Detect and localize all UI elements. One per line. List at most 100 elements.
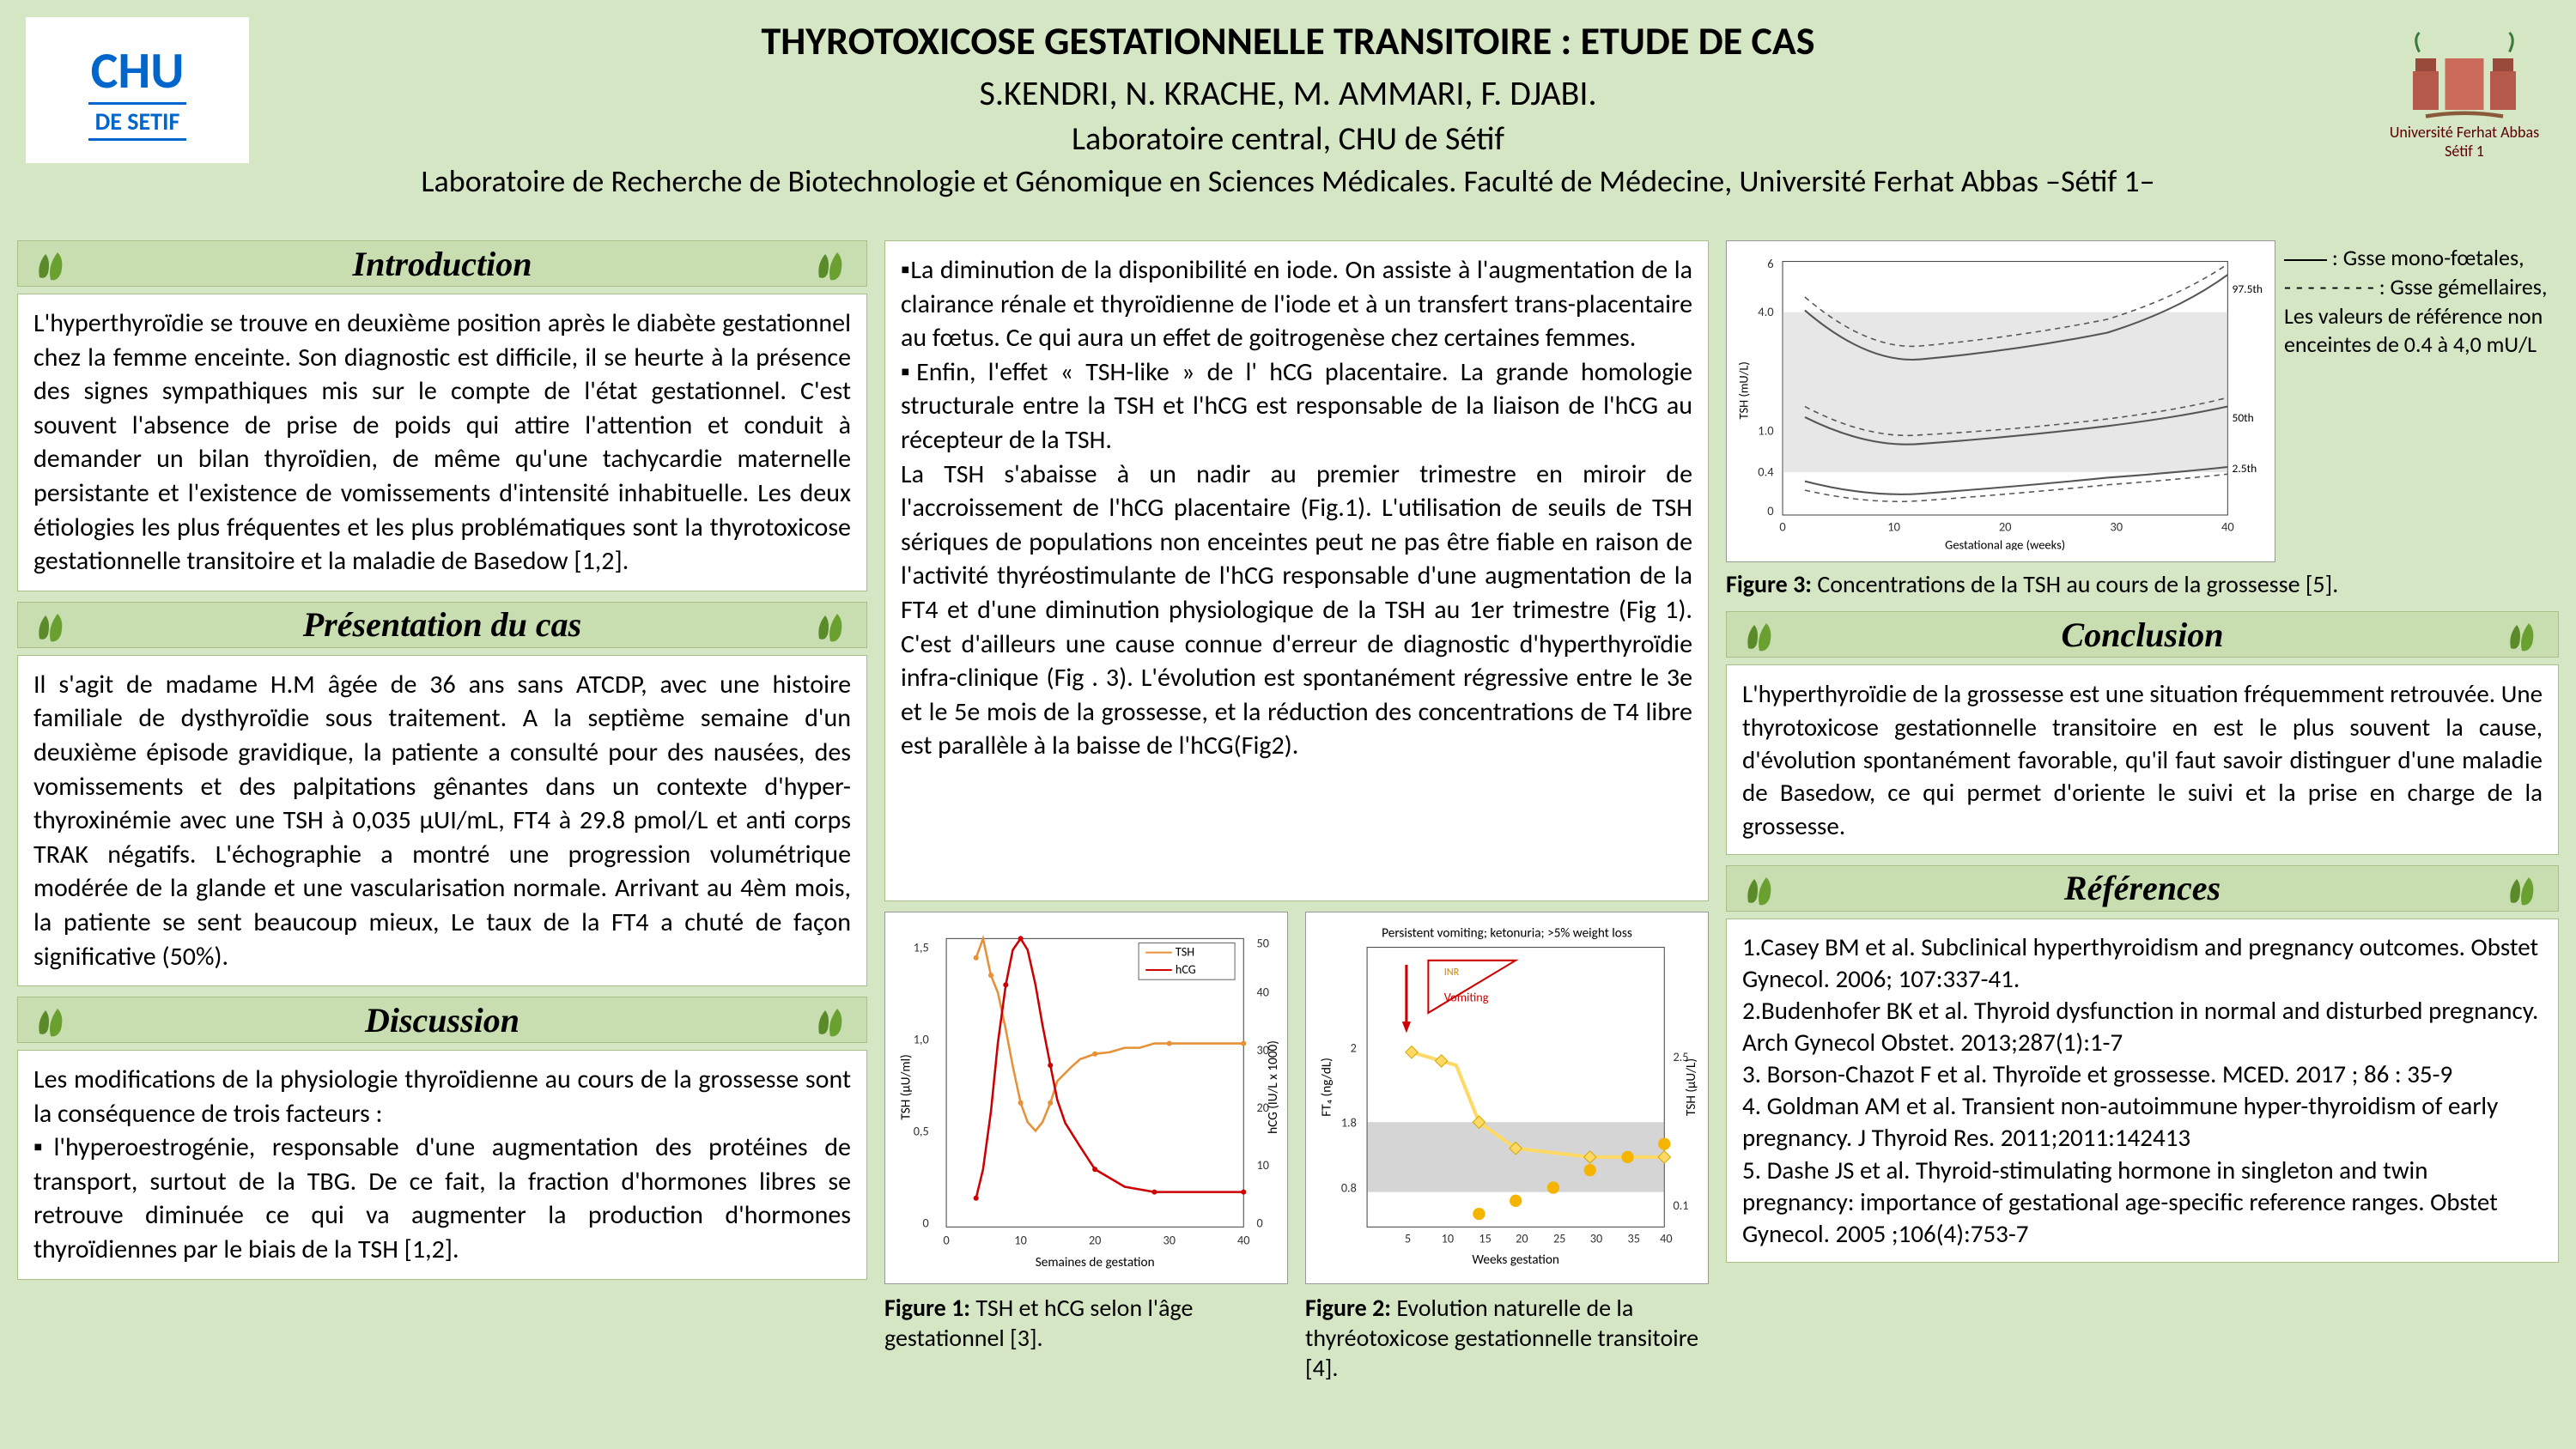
leaf-icon: [2506, 872, 2541, 906]
figure-3-box: 0 0.4 1.0 4.0 6 0 10 20 30 40 Gestationa…: [1726, 240, 2275, 562]
university-crest-icon: [2400, 20, 2529, 123]
svg-text:2: 2: [1351, 1040, 1357, 1056]
svg-text:1.0: 1.0: [1758, 423, 1773, 439]
svg-text:10: 10: [1014, 1233, 1026, 1248]
svg-text:0: 0: [922, 1215, 928, 1230]
svg-text:20: 20: [1999, 519, 2012, 535]
svg-text:2.5th: 2.5th: [2233, 461, 2257, 476]
svg-text:10: 10: [1442, 1231, 1454, 1246]
figure-2-caption-bold: Figure 2:: [1305, 1293, 1391, 1323]
svg-text:5: 5: [1405, 1231, 1411, 1246]
svg-text:Gestational age (weeks): Gestational age (weeks): [1945, 537, 2065, 550]
svg-text:40: 40: [2221, 519, 2234, 535]
affiliation-2: Laboratoire de Recherche de Biotechnolog…: [0, 162, 2576, 200]
leaf-icon: [35, 247, 70, 282]
svg-text:Vomiting: Vomiting: [1444, 990, 1489, 1005]
university-name: Université Ferhat Abbas Sétif 1: [2379, 123, 2550, 161]
poster-title: THYROTOXICOSE GESTATIONNELLE TRANSITOIRE…: [0, 17, 2576, 65]
svg-text:0,5: 0,5: [914, 1123, 929, 1138]
figure-3-caption: Figure 3: Concentrations de la TSH au co…: [1726, 569, 2559, 599]
logo-chu-text: CHU: [91, 39, 185, 102]
svg-text:25: 25: [1553, 1231, 1565, 1246]
leaf-icon: [35, 609, 70, 643]
introduction-body: L'hyperthyroïdie se trouve en deuxième p…: [17, 294, 867, 591]
conclusion-header: Conclusion: [1726, 611, 2559, 658]
fig3-legend-ref: Les valeurs de référence non enceintes d…: [2284, 302, 2559, 361]
conclusion-heading: Conclusion: [2062, 615, 2224, 655]
reference-item: 1.Casey BM et al. Subclinical hyperthyro…: [1742, 931, 2543, 995]
svg-text:0: 0: [1779, 519, 1785, 535]
svg-text:TSH: TSH: [1176, 944, 1194, 960]
figure-1-caption-bold: Figure 1:: [884, 1293, 970, 1323]
svg-text:1,5: 1,5: [914, 940, 929, 955]
svg-text:hCG (IU/L x 1000): hCG (IU/L x 1000): [1265, 1040, 1279, 1134]
column-right: 0 0.4 1.0 4.0 6 0 10 20 30 40 Gestationa…: [1726, 240, 2559, 1273]
column-left: Introduction L'hyperthyroïdie se trouve …: [17, 240, 867, 1290]
svg-text:4.0: 4.0: [1758, 304, 1773, 319]
discussion-body: Les modifications de la physiologie thyr…: [17, 1050, 867, 1280]
leaf-icon: [2506, 618, 2541, 652]
figure-3-legend: : Gsse mono-fœtales, - - - - - - - - : G…: [2284, 240, 2559, 562]
leaf-icon: [815, 1003, 849, 1038]
figure-3-chart: 0 0.4 1.0 4.0 6 0 10 20 30 40 Gestationa…: [1734, 248, 2268, 550]
figure-3-wrap: 0 0.4 1.0 4.0 6 0 10 20 30 40 Gestationa…: [1726, 240, 2559, 562]
poster-authors: S.KENDRI, N. KRACHE, M. AMMARI, F. DJABI…: [0, 72, 2576, 114]
figure-1-box: TSH hCG 0 0,5 1,0 1,5 0 10 20 30 40 5: [884, 912, 1288, 1284]
svg-text:10: 10: [1257, 1157, 1269, 1173]
svg-text:0: 0: [1257, 1215, 1263, 1230]
logo-chu: CHU DE SETIF: [26, 17, 249, 163]
presentation-header: Présentation du cas: [17, 602, 867, 648]
svg-text:0.8: 0.8: [1341, 1180, 1357, 1196]
leaf-icon: [815, 247, 849, 282]
svg-text:10: 10: [1887, 519, 1900, 535]
figure-2-caption: Figure 2: Evolution naturelle de la thyr…: [1305, 1293, 1709, 1383]
figure-1-chart: TSH hCG 0 0,5 1,0 1,5 0 10 20 30 40 5: [894, 921, 1279, 1270]
poster-header: CHU DE SETIF Université Ferhat Abbas Sét…: [0, 0, 2576, 223]
svg-text:40: 40: [1257, 985, 1269, 1000]
presentation-heading: Présentation du cas: [303, 604, 581, 645]
leaf-icon: [1744, 618, 1778, 652]
figure-2-box: Persistent vomiting; ketonuria; >5% weig…: [1305, 912, 1709, 1284]
leaf-icon: [815, 609, 849, 643]
figure-3-caption-bold: Figure 3:: [1726, 569, 1812, 599]
figure-row: TSH hCG 0 0,5 1,0 1,5 0 10 20 30 40 5: [884, 912, 1709, 1383]
svg-text:20: 20: [1089, 1233, 1101, 1248]
discussion-heading: Discussion: [365, 1000, 519, 1040]
svg-text:40: 40: [1237, 1233, 1249, 1248]
column-middle: ▪La diminution de la disponibilité en io…: [884, 240, 1709, 1383]
svg-text:0.4: 0.4: [1758, 464, 1774, 479]
logo-university: Université Ferhat Abbas Sétif 1: [2379, 17, 2550, 163]
affiliation-1: Laboratoire central, CHU de Sétif: [0, 119, 2576, 159]
figure-1-caption: Figure 1: TSH et hCG selon l'âge gestati…: [884, 1293, 1288, 1353]
references-body: 1.Casey BM et al. Subclinical hyperthyro…: [1726, 919, 2559, 1263]
svg-text:1,0: 1,0: [914, 1032, 929, 1047]
svg-text:97.5th: 97.5th: [2233, 282, 2263, 296]
introduction-header: Introduction: [17, 240, 867, 287]
discussion-header: Discussion: [17, 997, 867, 1043]
figure-2-chart: Persistent vomiting; ketonuria; >5% weig…: [1315, 921, 1699, 1270]
svg-text:30: 30: [2110, 519, 2123, 535]
reference-item: 5. Dashe JS et al. Thyroid-stimulating h…: [1742, 1155, 2543, 1250]
svg-text:30: 30: [1590, 1231, 1602, 1246]
fig3-legend-dashed: - - - - - - - - : Gsse gémellaires,: [2284, 273, 2559, 302]
svg-text:0: 0: [943, 1233, 949, 1248]
svg-text:Persistent vomiting; ketonuria: Persistent vomiting; ketonuria; >5% weig…: [1382, 925, 1632, 941]
svg-text:50: 50: [1257, 936, 1269, 951]
introduction-heading: Introduction: [353, 244, 532, 284]
svg-text:6: 6: [1767, 256, 1773, 271]
svg-text:Weeks gestation: Weeks gestation: [1472, 1252, 1559, 1268]
svg-text:TSH (µU/L): TSH (µU/L): [1683, 1058, 1699, 1116]
svg-text:0.1: 0.1: [1673, 1197, 1688, 1213]
references-header: Références: [1726, 865, 2559, 912]
reference-item: 2.Budenhofer BK et al. Thyroid dysfuncti…: [1742, 995, 2543, 1058]
reference-item: 4. Goldman AM et al. Transient non-autoi…: [1742, 1090, 2543, 1154]
references-heading: Références: [2064, 868, 2221, 908]
svg-text:50th: 50th: [2233, 410, 2254, 425]
svg-text:15: 15: [1479, 1231, 1491, 1246]
svg-text:Semaines de gestation: Semaines de gestation: [1036, 1254, 1155, 1270]
svg-text:1.8: 1.8: [1341, 1114, 1357, 1130]
svg-text:INR: INR: [1444, 966, 1460, 979]
svg-text:40: 40: [1660, 1231, 1672, 1246]
leaf-icon: [1744, 872, 1778, 906]
logo-setif-text: DE SETIF: [88, 102, 187, 141]
